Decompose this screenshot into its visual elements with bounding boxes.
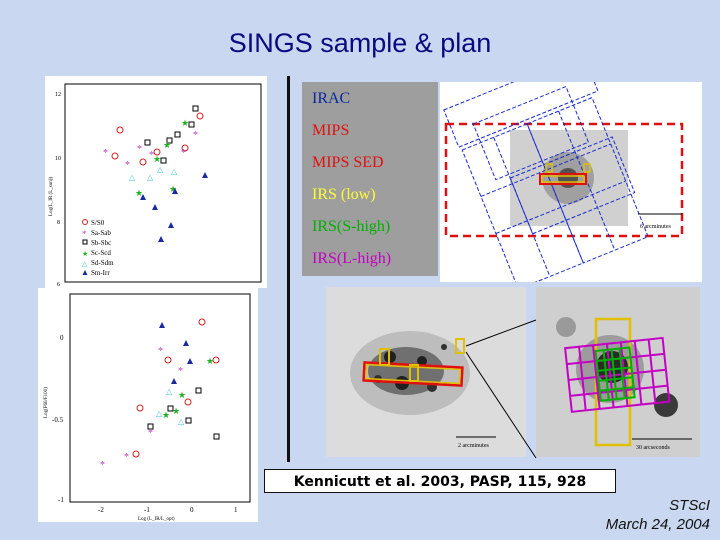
svg-text:*: *	[148, 428, 153, 439]
svg-text:*: *	[193, 130, 198, 141]
svg-text:*: *	[137, 144, 142, 155]
svg-text:△: △	[157, 165, 164, 174]
zoom-image: 30 arcseconds	[536, 287, 700, 457]
galaxy-image: 2 arcminutes	[326, 287, 526, 457]
class-label: Sb-Sbc	[91, 239, 111, 247]
svg-text:★: ★	[163, 140, 171, 150]
svg-text:★: ★	[82, 250, 88, 258]
svg-text:△: △	[171, 167, 178, 176]
luminosity-scatter-plot: 12 10 8 6 Log(L_IR (L_sun)) * * * * * *	[45, 76, 267, 288]
legend-item-irac: IRAC	[312, 90, 351, 107]
ytick: 8	[57, 220, 60, 226]
svg-text:*: *	[100, 460, 105, 471]
svg-text:★: ★	[153, 154, 161, 164]
svg-text:*: *	[124, 452, 129, 463]
color-plot-svg: 0 -0.5 -1 -2 -1 0 1 Log(F60/F100) Log (L…	[44, 293, 251, 522]
data-markers: * * * * * * ★ ★ ★ ★ ★ △ △ △ △	[103, 105, 208, 242]
svg-text:★: ★	[181, 118, 189, 128]
bottom-xlabel: Log (L_IR/L_opt)	[138, 517, 175, 522]
citation: Kennicutt et al. 2003, PASP, 115, 928	[264, 469, 616, 493]
xtick: 0	[190, 506, 194, 514]
ytick: 12	[55, 92, 61, 98]
legend-item-irs-low: IRS (low)	[312, 186, 376, 203]
svg-text:*: *	[178, 366, 183, 377]
svg-text:△: △	[166, 387, 173, 396]
ytick: 0	[60, 334, 64, 342]
legend-item-irs-s-high: IRS(S-high)	[312, 218, 391, 235]
scale-label: 30 arcseconds	[636, 445, 670, 451]
instrument-legend: IRAC MIPS MIPS SED IRS (low) IRS(S-high)…	[302, 82, 438, 276]
svg-text:△: △	[178, 417, 185, 426]
class-label: Sc-Scd	[91, 249, 111, 257]
xtick: -1	[144, 506, 150, 514]
class-legend: S/S0 * Sa-Sab Sb-Sbc ★ Sc-Scd △ Sd-Sdm S…	[82, 219, 114, 277]
color-scatter-plot: 0 -0.5 -1 -2 -1 0 1 Log(F60/F100) Log (L…	[38, 288, 258, 522]
map-large-svg: 6 arcminutes	[443, 53, 684, 290]
svg-text:*: *	[82, 229, 87, 239]
svg-text:*: *	[158, 346, 163, 357]
xtick: -2	[98, 506, 104, 514]
top-ylabel: Log(L_IR (L_sun))	[49, 177, 54, 216]
svg-text:*: *	[149, 150, 154, 161]
data-markers: * * * * * ★ ★ ★ ★ △ △ △	[100, 318, 220, 471]
svg-text:*: *	[103, 148, 108, 159]
legend-item-mips-sed: MIPS SED	[312, 154, 384, 171]
xtick: 1	[234, 506, 238, 514]
scale-label: 6 arcminutes	[640, 224, 671, 230]
svg-text:△: △	[129, 173, 136, 182]
divider-line	[287, 76, 290, 462]
slide-title: SINGS sample & plan	[228, 28, 492, 58]
legend-item-irs-l-high: IRS(L-high)	[312, 250, 392, 267]
svg-text:△: △	[156, 409, 163, 418]
ytick: 10	[55, 156, 61, 162]
ytick: 6	[57, 282, 60, 288]
class-label: Sa-Sab	[91, 229, 111, 237]
ytick: -1	[58, 496, 64, 504]
class-label: S/S0	[91, 219, 105, 227]
bottom-ylabel: Log(F60/F100)	[44, 387, 49, 418]
legend-item-mips: MIPS	[312, 122, 350, 139]
svg-text:*: *	[181, 148, 186, 159]
footer-org: STScI	[669, 497, 710, 514]
class-label: Sd-Sdm	[91, 259, 114, 267]
svg-text:△: △	[82, 260, 88, 268]
galaxy-svg: 2 arcminutes	[350, 331, 496, 449]
svg-text:△: △	[147, 173, 154, 182]
svg-text:*: *	[125, 160, 130, 171]
svg-text:★: ★	[172, 406, 180, 416]
svg-text:★: ★	[162, 410, 170, 420]
svg-text:★: ★	[169, 184, 177, 194]
luminosity-plot-svg: 12 10 8 6 Log(L_IR (L_sun)) * * * * * *	[49, 83, 262, 288]
zoom-svg: 30 arcseconds	[556, 317, 692, 451]
svg-text:★: ★	[206, 356, 214, 366]
scale-label: 2 arcminutes	[458, 443, 489, 449]
svg-text:★: ★	[178, 390, 186, 400]
observation-map-large: 6 arcminutes	[440, 53, 702, 290]
ytick: -0.5	[52, 416, 64, 424]
class-label: Sm-Irr	[91, 269, 110, 277]
svg-text:★: ★	[135, 188, 143, 198]
footer-date: March 24, 2004	[605, 516, 710, 533]
